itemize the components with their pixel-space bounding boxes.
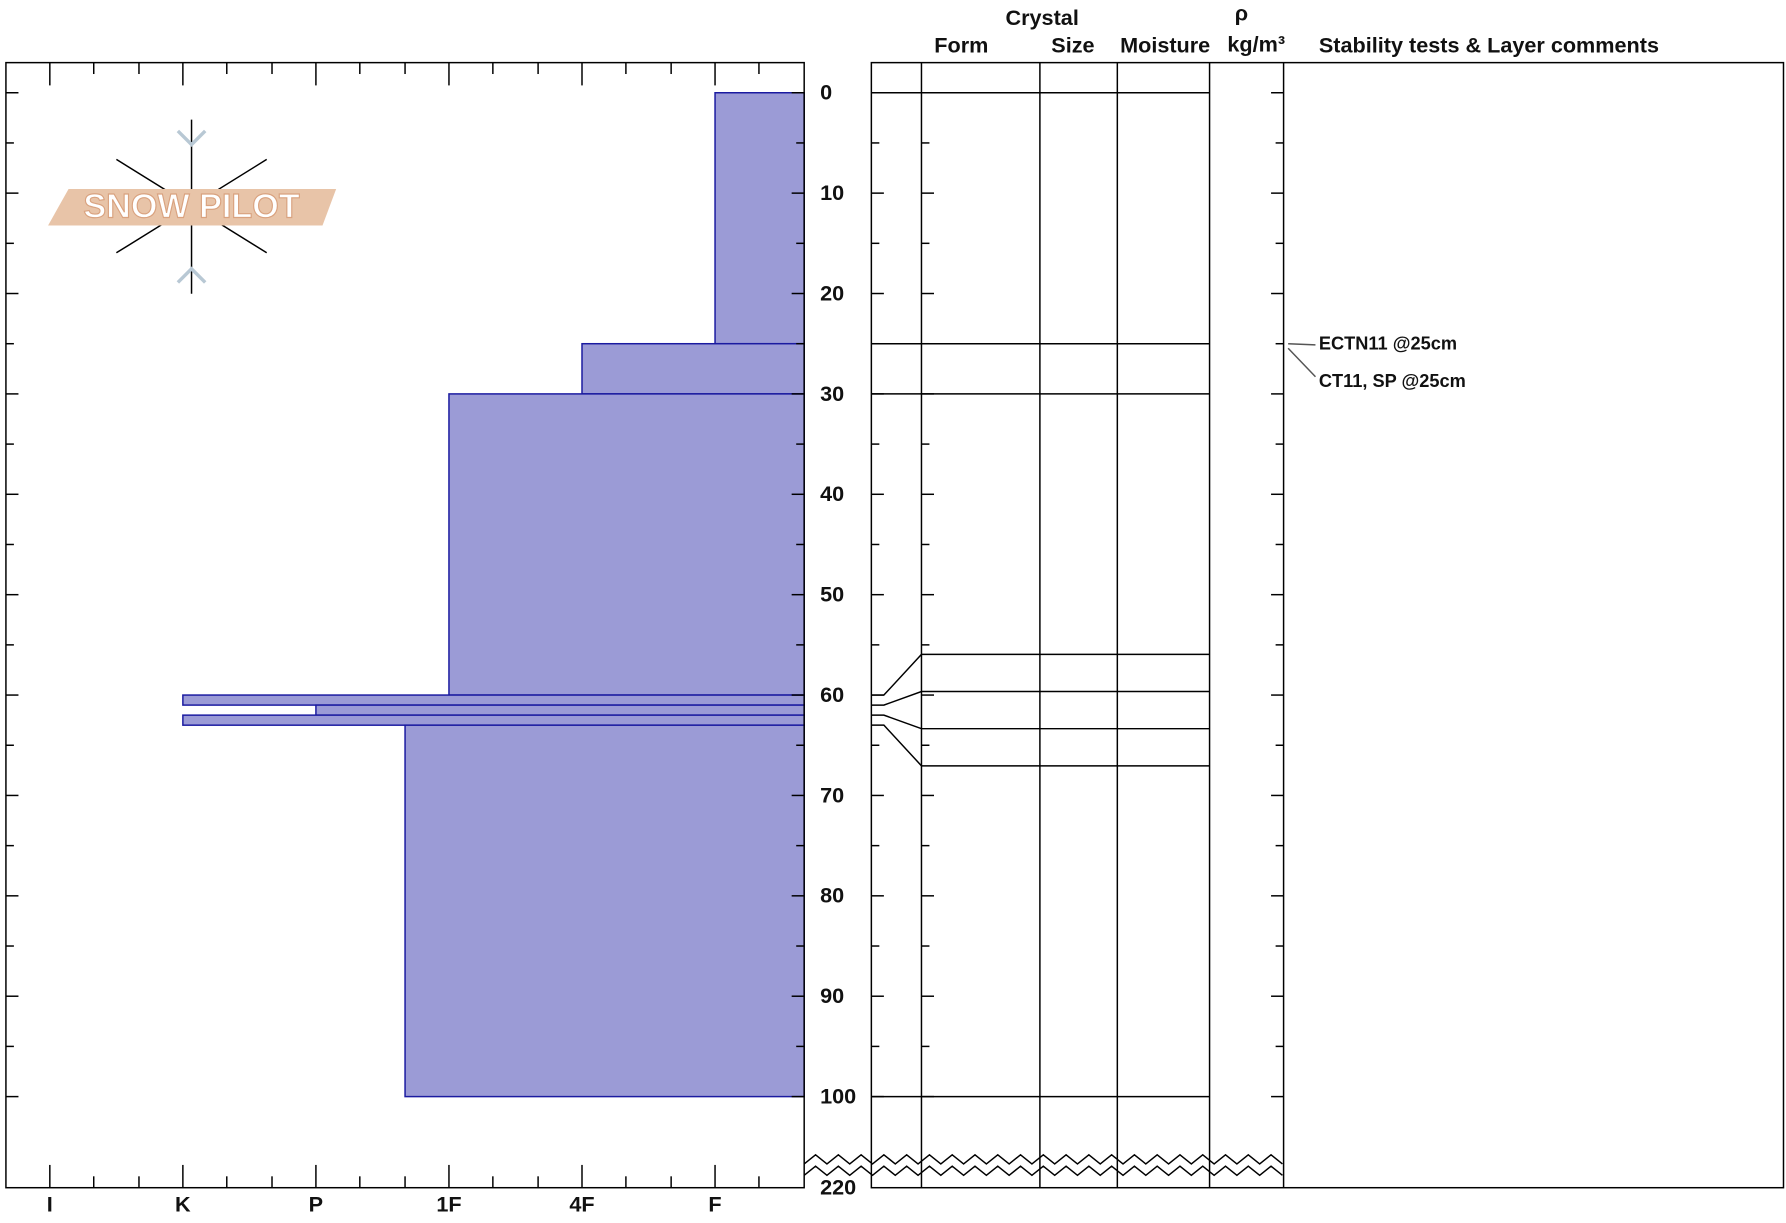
y-tick-label: 100 <box>820 1083 856 1108</box>
y-tick-label: 40 <box>820 481 844 506</box>
hardness-bar <box>182 694 805 706</box>
x-tick-label: K <box>175 1192 191 1217</box>
logo-band <box>48 189 337 226</box>
table-frame <box>870 61 1785 1189</box>
hardness-bar <box>315 704 805 716</box>
y-tick-label: 220 <box>820 1175 856 1200</box>
x-tick-label: P <box>309 1192 323 1217</box>
hardness-bar <box>448 393 805 696</box>
y-tick-label: 30 <box>820 381 844 406</box>
x-tick-label: 1F <box>436 1192 461 1217</box>
column-header: Size <box>1051 32 1094 57</box>
y-tick-label: 10 <box>820 180 844 205</box>
x-tick-label: 4F <box>569 1192 594 1217</box>
annotation-leader <box>1288 342 1316 346</box>
y-tick-label: 80 <box>820 883 844 908</box>
y-tick-label: 70 <box>820 782 844 807</box>
y-tick-label: 20 <box>820 280 844 305</box>
y-tick-label: 0 <box>820 80 832 105</box>
layer-boundary <box>871 653 1210 696</box>
layer-boundary <box>871 690 1210 706</box>
annotation-leader <box>1287 347 1317 378</box>
column-header: Crystal <box>1006 5 1079 30</box>
annotation: ECTN11 @25cm <box>1319 334 1457 354</box>
column-header: ρ <box>1235 1 1248 26</box>
annotation: CT11, SP @25cm <box>1319 371 1466 391</box>
hardness-bar <box>182 714 805 726</box>
hardness-bar <box>404 724 805 1098</box>
x-tick-label: I <box>47 1192 53 1217</box>
hardness-bar <box>581 342 805 395</box>
layer-boundary <box>871 714 1210 730</box>
hardness-bar <box>714 92 805 345</box>
column-header: Form <box>934 32 988 57</box>
column-header: kg/m³ <box>1227 31 1285 56</box>
y-tick-label: 50 <box>820 582 844 607</box>
watermark: SNOW PILOT <box>83 187 299 225</box>
y-tick-label: 60 <box>820 682 844 707</box>
column-header: Moisture <box>1120 32 1210 57</box>
layer-boundary <box>871 724 1210 767</box>
column-header: Stability tests & Layer comments <box>1319 32 1659 57</box>
x-tick-label: F <box>708 1192 721 1217</box>
y-tick-label: 90 <box>820 983 844 1008</box>
axis-break <box>803 1165 1283 1177</box>
axis-break <box>803 1153 1283 1165</box>
